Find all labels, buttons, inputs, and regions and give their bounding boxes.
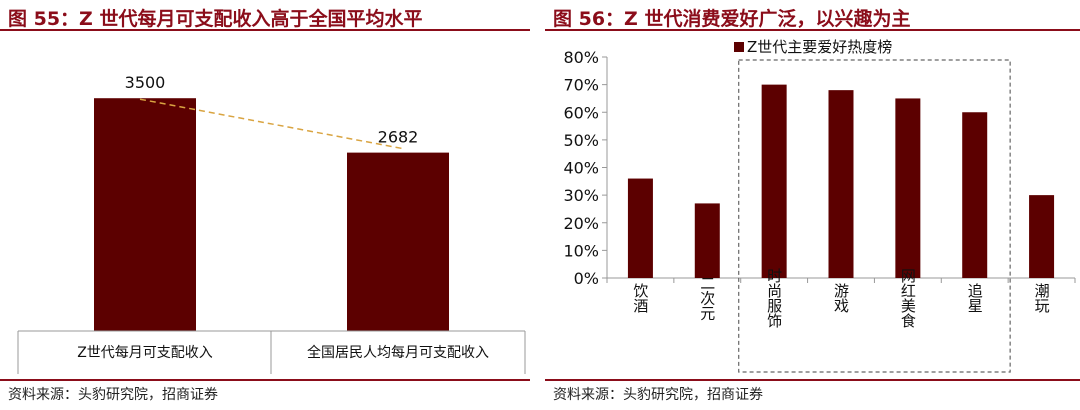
y-tick-label: 40%: [563, 159, 599, 178]
title-rule: [0, 29, 530, 31]
y-tick-label: 30%: [563, 186, 599, 205]
bar: [627, 178, 653, 278]
income-bar-chart: 3500 2682 Z世代每月可支配收入 全国居民人均每月可支配收入: [17, 73, 526, 374]
data-label: 2682: [378, 128, 419, 147]
legend-swatch: [734, 42, 744, 52]
bar: [694, 203, 720, 278]
bar: [962, 112, 988, 278]
bar: [828, 90, 854, 279]
y-tick-label: 80%: [563, 48, 599, 67]
y-tick-label: 10%: [563, 241, 599, 260]
source-note: 资料来源：头豹研究院，招商证券: [553, 387, 763, 403]
y-tick-label: 60%: [563, 103, 599, 122]
right-figure: 图 56：Z 世代消费爱好广泛，以兴趣为主 0% 10% 20% 30% 40% 50% 6…: [545, 0, 1080, 410]
bar: [347, 152, 449, 331]
highlight-box: [738, 59, 1011, 373]
y-tick-label: 70%: [563, 76, 599, 95]
source-rule: [545, 379, 1080, 381]
y-tick-label: 0%: [574, 269, 599, 288]
bar: [895, 98, 921, 278]
bar: [94, 98, 196, 331]
figure-title: 图 55：Z 世代每月可支配收入高于全国平均水平: [8, 8, 423, 30]
tick-label: 潮玩: [1033, 283, 1051, 314]
figure-title: 图 56：Z 世代消费爱好广泛，以兴趣为主: [553, 8, 911, 30]
tick-label: 全国居民人均每月可支配收入: [307, 344, 489, 361]
tick-label: 时尚服饰: [765, 268, 783, 328]
y-tick-label: 50%: [563, 131, 599, 150]
source-note: 资料来源：头豹研究院，招商证券: [8, 387, 218, 403]
tick-label: 游戏: [832, 283, 850, 314]
tick-label: 二次元: [698, 276, 716, 322]
legend-label: Z世代主要爱好热度榜: [747, 38, 892, 56]
bar: [761, 84, 787, 278]
left-figure: 图 55：Z 世代每月可支配收入高于全国平均水平 3500 2682 Z世代每月可支…: [0, 0, 530, 410]
data-label: 3500: [125, 73, 166, 92]
tick-label: 饮酒: [631, 283, 649, 313]
tick-label: 网红美食: [899, 268, 917, 328]
title-rule: [545, 29, 1080, 31]
bar: [1029, 195, 1055, 278]
y-tick-label: 20%: [563, 214, 599, 233]
hobby-bar-chart: 0% 10% 20% 30% 40% 50% 60% 70% 80% 饮酒 二次元 时尚服饰 游戏 网红美…: [563, 38, 1076, 373]
tick-label: Z世代每月可支配收入: [77, 345, 213, 361]
trend-line: [139, 98, 404, 150]
source-rule: [0, 379, 530, 381]
tick-label: 追星: [966, 283, 984, 313]
